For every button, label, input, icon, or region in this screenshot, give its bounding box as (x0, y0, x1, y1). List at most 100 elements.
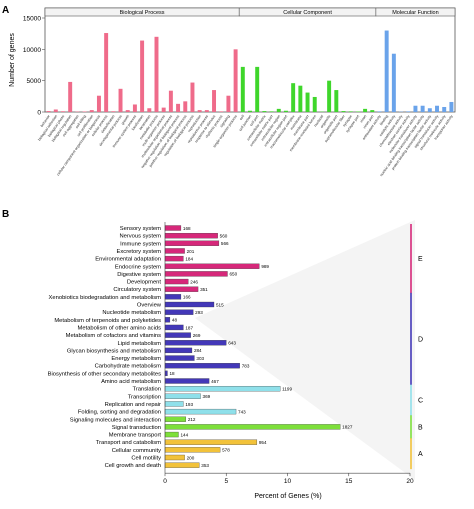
bar (164, 317, 171, 323)
bar (164, 393, 201, 399)
data-label: 353 (201, 463, 209, 468)
y-tick-label: 5000 (27, 78, 42, 85)
group-header-label: Cellular Component (283, 10, 332, 16)
x-tick-label: 5 (224, 478, 228, 485)
bar (164, 294, 182, 300)
bar (197, 110, 202, 112)
bar (164, 255, 184, 262)
bar (164, 447, 221, 453)
bar (164, 462, 200, 468)
bar (334, 90, 339, 112)
bar (312, 96, 317, 112)
bar (291, 83, 296, 112)
x-tick-label: 20 (406, 478, 414, 485)
bar (183, 101, 188, 112)
x-tick-label: growth (121, 114, 130, 125)
bar (406, 111, 411, 112)
data-label: 246 (190, 279, 198, 284)
bar (276, 108, 281, 112)
x-tick-label: nucleoid (313, 114, 324, 127)
data-label: 166 (183, 295, 191, 300)
bar (164, 431, 179, 438)
data-label: 743 (238, 409, 246, 414)
data-label: 1199 (282, 386, 292, 391)
bar (89, 110, 94, 112)
category-label: Environmental adaptation (95, 257, 161, 263)
category-label: Cellular community (112, 448, 161, 454)
bar (164, 424, 341, 430)
data-label: 643 (228, 341, 236, 346)
category-label: Development (127, 280, 162, 286)
bar (164, 309, 194, 315)
bar (164, 347, 193, 354)
category-label: Metabolism of terpenoids and polyketides (54, 318, 161, 324)
bar (118, 88, 123, 112)
x-tick-label: 15 (345, 478, 353, 485)
category-label: Endocrine system (115, 264, 161, 270)
category-label: Cell growth and death (105, 463, 161, 469)
group-label: D (418, 336, 423, 343)
bar (164, 271, 228, 277)
x-tick-label: synapse (342, 114, 353, 127)
data-label: 566 (221, 241, 229, 246)
panel-b-x-axis-label: Percent of Genes (%) (254, 493, 321, 500)
panel-b-group-brackets: E D C B A (410, 224, 423, 470)
panel-a-y-axis-label: Number of genes (9, 33, 16, 87)
category-label: Biosynthesis of other secondary metaboli… (48, 371, 162, 377)
data-label: 184 (185, 256, 193, 261)
bar (420, 105, 425, 112)
bar (132, 104, 137, 112)
bar (164, 363, 240, 369)
bar (355, 111, 360, 112)
panel-b-x-axis: 0 5 10 15 20 (163, 222, 414, 485)
bar (154, 36, 159, 112)
data-label: 293 (195, 310, 203, 315)
bar (164, 278, 189, 285)
bar (442, 106, 447, 112)
bar (341, 111, 346, 112)
x-tick-label: organelle (320, 114, 332, 128)
bar (283, 110, 288, 112)
bar (164, 355, 195, 361)
data-label: 193 (185, 402, 193, 407)
panel-a-letter: A (2, 5, 9, 16)
bar (190, 82, 195, 112)
bar (384, 30, 389, 112)
panel-a-y-ticks: 0 5000 10000 15000 (23, 16, 45, 117)
x-tick-label: cell (239, 114, 245, 121)
category-label: Xenobiotics biodegradation and metabolis… (49, 295, 162, 301)
x-tick-label: 0 (163, 478, 167, 485)
data-label: 369 (203, 394, 211, 399)
data-label: 989 (261, 264, 269, 269)
bar (204, 110, 209, 112)
bar (212, 90, 217, 112)
data-label: 200 (187, 455, 195, 460)
bar (164, 416, 186, 422)
category-label: Folding, sorting and degradation (78, 410, 161, 416)
bar (164, 378, 210, 384)
bar (111, 111, 116, 112)
bar (248, 110, 252, 112)
x-tick-label: binding (379, 114, 389, 126)
bar (219, 111, 224, 112)
bar (305, 92, 310, 112)
y-tick-label: 10000 (23, 47, 41, 54)
data-label: 954 (259, 440, 267, 445)
bar (226, 95, 231, 112)
bar (348, 111, 353, 112)
data-label: 144 (180, 432, 188, 437)
group-header-label: Molecular Function (392, 10, 438, 16)
category-label: Signal transduction (112, 425, 161, 431)
category-label: Immune system (120, 241, 161, 247)
category-label: Circulatory system (113, 287, 161, 293)
bar (104, 33, 109, 112)
bar (298, 85, 303, 112)
bar (255, 66, 260, 112)
data-label: 783 (242, 364, 250, 369)
y-tick-label: 15000 (23, 16, 41, 23)
bar (164, 286, 199, 292)
category-label: Translation (133, 387, 161, 393)
bar (240, 66, 245, 112)
